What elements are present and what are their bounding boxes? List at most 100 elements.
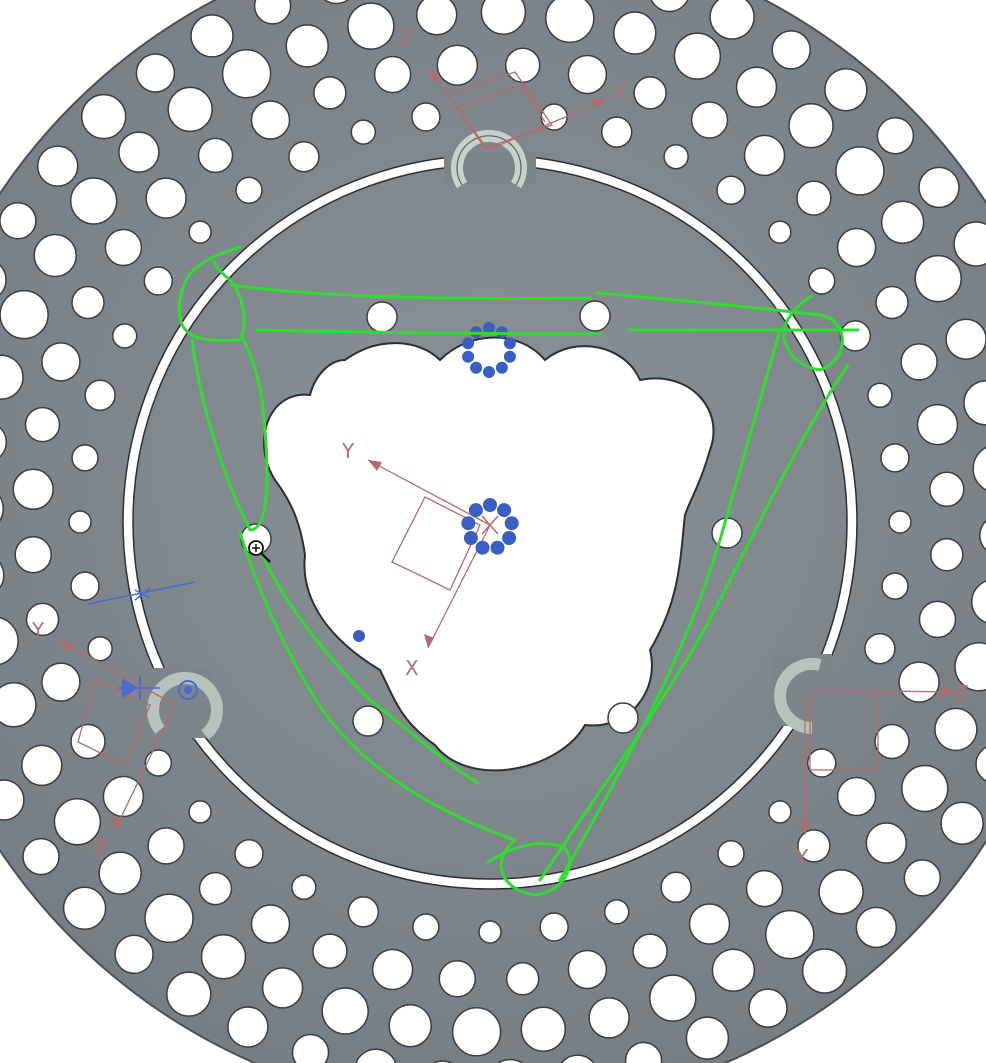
bolt-hole-6[interactable] [607, 702, 639, 734]
perforation-hole [953, 221, 986, 267]
perforation-hole [797, 829, 831, 863]
perforation-hole [111, 323, 138, 349]
sketch-point[interactable] [502, 531, 517, 545]
perforation-hole [839, 320, 872, 352]
sketch-point[interactable] [503, 350, 516, 363]
perforation-hole [0, 617, 19, 666]
perforation-hole [504, 47, 541, 83]
perforation-hole [685, 1016, 730, 1060]
sketch-point[interactable] [475, 540, 490, 555]
clip-top[interactable] [451, 129, 527, 189]
point-single[interactable] [353, 630, 365, 642]
sketch-point[interactable] [463, 531, 478, 545]
sketch-point[interactable] [462, 350, 475, 363]
perforation-hole [673, 32, 722, 80]
perforation-hole [166, 971, 212, 1017]
perforation-hole [24, 406, 61, 443]
perforation-hole [188, 220, 212, 244]
perforation-hole [560, 1054, 595, 1063]
perforation-hole [53, 798, 102, 846]
csys-right-z-label: Z [955, 681, 969, 705]
sketch-point[interactable] [468, 503, 483, 518]
perforation-hole [745, 869, 784, 908]
point-cluster-center[interactable] [461, 498, 519, 555]
perforation-hole [415, 0, 458, 36]
central-cutout[interactable] [263, 336, 715, 772]
clip-left[interactable] [147, 672, 223, 740]
perforation-hole [735, 66, 778, 108]
sketch-point[interactable] [503, 337, 516, 350]
csys-right[interactable]: Z Y [795, 681, 969, 869]
perforation-hole [438, 960, 477, 998]
perforation-hole [874, 723, 910, 760]
csys-left[interactable]: Y Z [31, 618, 176, 860]
perforation-hole [876, 116, 915, 155]
bolt-hole-3[interactable] [711, 517, 743, 549]
perforation-hole [505, 962, 540, 996]
perforation-hole [36, 145, 79, 187]
csys-center[interactable]: Y X [341, 439, 499, 680]
perforation-hole [71, 285, 105, 320]
bolt-hole-1[interactable] [366, 301, 398, 333]
bolt-hole-2[interactable] [579, 300, 611, 332]
sketch-point[interactable] [495, 361, 508, 374]
perforation-hole [632, 933, 668, 969]
perforation-hole [0, 202, 37, 240]
perforation-hole [350, 119, 377, 145]
csys-top[interactable]: Z Y [398, 26, 627, 151]
perforation-hole [497, 1058, 524, 1063]
perforation-hole [855, 906, 898, 949]
perforation-hole [796, 180, 832, 216]
perforation-hole [979, 519, 986, 551]
perforation-hole [188, 800, 212, 824]
sketch-point[interactable] [483, 322, 495, 334]
csys-center-x-label: X [405, 656, 419, 680]
perforation-hole [68, 510, 92, 534]
perforation-hole [0, 561, 5, 589]
perforation-hole [835, 146, 885, 196]
sketch-point[interactable] [470, 361, 483, 374]
sketch-point[interactable] [483, 498, 497, 512]
perforation-hole [235, 176, 263, 205]
perforation-hole [144, 749, 173, 777]
perforation-hole [918, 166, 960, 209]
perforation-hole [717, 839, 745, 868]
sketch-point[interactable] [504, 516, 519, 531]
perforation-hole [901, 764, 949, 813]
perforation-hole [930, 537, 964, 572]
sketch-point[interactable] [483, 366, 495, 378]
perforation-hole [588, 997, 630, 1039]
perforation-hole [600, 116, 633, 148]
sketch-point[interactable] [461, 516, 476, 531]
perforation-hole [197, 137, 234, 174]
perforation-hole [900, 343, 938, 381]
perforation-hole [478, 920, 502, 944]
clip-right[interactable] [774, 658, 822, 734]
perforation-hole [603, 899, 630, 925]
perforation-hole [323, 0, 349, 5]
sketch-point[interactable] [462, 337, 475, 350]
sketch-point[interactable] [497, 503, 512, 518]
csys-center-y-label: Y [341, 439, 355, 463]
perforation-hole [545, 0, 595, 44]
perforation-hole [880, 200, 925, 244]
perforation-hole [0, 354, 24, 400]
perforation-hole [771, 30, 811, 70]
sketch-point[interactable] [490, 540, 505, 555]
perforation-hole [806, 748, 837, 778]
csys-top-y-label: Y [613, 79, 627, 103]
perforation-hole [234, 838, 264, 869]
perforation-hole [291, 874, 317, 901]
perforation-hole [371, 948, 414, 991]
perforation-hole [788, 102, 834, 149]
constraint-marker-left[interactable] [87, 581, 198, 700]
perforation-hole [144, 893, 194, 944]
bolt-hole-5[interactable] [352, 705, 384, 737]
perforation-hole [143, 266, 174, 296]
perforation-hole [0, 426, 8, 458]
point-cluster-top[interactable] [462, 322, 516, 378]
perforation-hole [12, 468, 54, 511]
